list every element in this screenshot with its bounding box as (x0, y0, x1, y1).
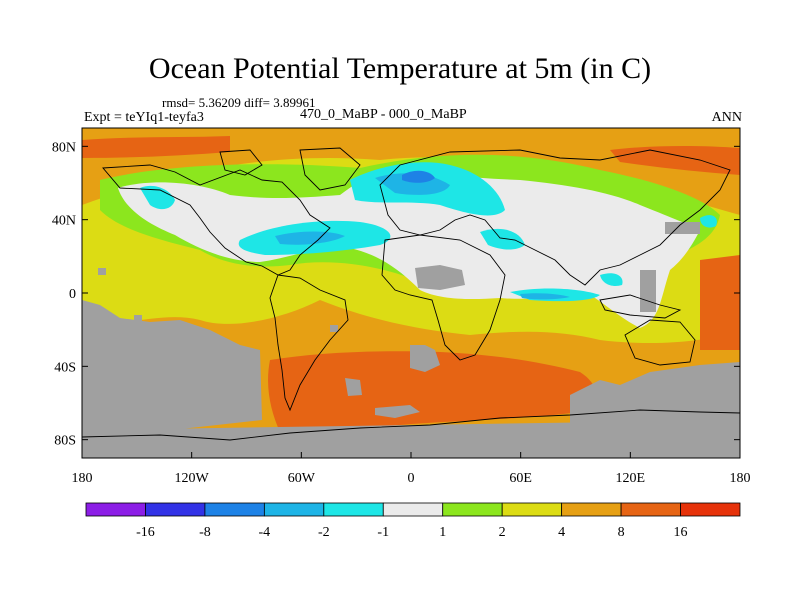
colorbar-swatch (680, 502, 741, 517)
field-white-region (118, 166, 700, 328)
subtitle-label: 470_0_MaBP - 000_0_MaBP (300, 107, 467, 122)
colorbar-label: -16 (136, 525, 155, 540)
field-cyan-7 (700, 215, 717, 228)
x-tick-label: 120E (616, 471, 646, 486)
experiment-label: Expt = teYIq1-teyfa3 (84, 110, 204, 125)
colorbar-label: 4 (558, 525, 565, 540)
colorbar-label: -4 (259, 525, 271, 540)
field-lightblue-2 (275, 231, 345, 245)
x-tick-label: 60W (288, 471, 316, 486)
y-axis: 80N 40N 0 40S 80S (52, 140, 740, 449)
colorbar-swatch (382, 502, 444, 517)
field-deeporange-south (268, 351, 595, 432)
colorbar-swatch (204, 502, 265, 517)
y-tick-label: 80S (54, 434, 76, 449)
season-label: ANN (711, 110, 742, 125)
y-tick-label: 40S (54, 360, 76, 375)
coastlines (82, 147, 740, 441)
colorbar-swatch (442, 502, 503, 517)
colorbar-swatch (561, 502, 622, 517)
y-tick-label: 40N (52, 214, 76, 229)
colorbar-swatch (145, 502, 206, 517)
field-blue-1 (402, 170, 435, 183)
colorbar-label: 2 (499, 525, 506, 540)
y-tick-label: 0 (69, 287, 76, 302)
x-tick-label: 0 (408, 471, 415, 486)
x-tick-label: 60E (509, 471, 532, 486)
y-tick-label: 80N (52, 140, 76, 155)
field-deeporange-se (700, 255, 740, 350)
x-tick-label: 180 (730, 471, 751, 486)
land-mask (82, 222, 740, 458)
x-tick-label: 180 (72, 471, 93, 486)
field-cyan-3 (140, 185, 175, 210)
colorbar-label: -2 (318, 525, 330, 540)
plot-title: Ocean Potential Temperature at 5m (in C) (148, 52, 652, 85)
field-deeporange-north (82, 136, 230, 158)
colorbar-swatch (501, 502, 563, 517)
colorbar-swatch (263, 502, 325, 517)
colorbar-label: 1 (439, 525, 446, 540)
colorbar-label: -8 (199, 525, 211, 540)
x-tick-label: 120W (175, 471, 210, 486)
field-cyan-4 (480, 228, 525, 250)
colorbar-label: 16 (674, 525, 688, 540)
colorbar-label: 8 (618, 525, 625, 540)
stats-text: rmsd= 5.36209 diff= 3.89961 (162, 95, 316, 110)
colorbar-swatch (620, 502, 681, 517)
x-axis: 180 120W 60W 0 60E 120E 180 (72, 452, 751, 486)
colorbar: -16 -8 -4 -2 -1 1 2 4 8 16 (85, 502, 741, 540)
field-cyan-6 (600, 273, 623, 286)
colorbar-swatch (323, 502, 384, 517)
field-lightblue-3 (520, 293, 570, 300)
field-deeporange-ne (610, 145, 740, 175)
colorbar-label: -1 (377, 525, 389, 540)
colorbar-swatch (85, 502, 146, 517)
map-field (82, 128, 740, 458)
